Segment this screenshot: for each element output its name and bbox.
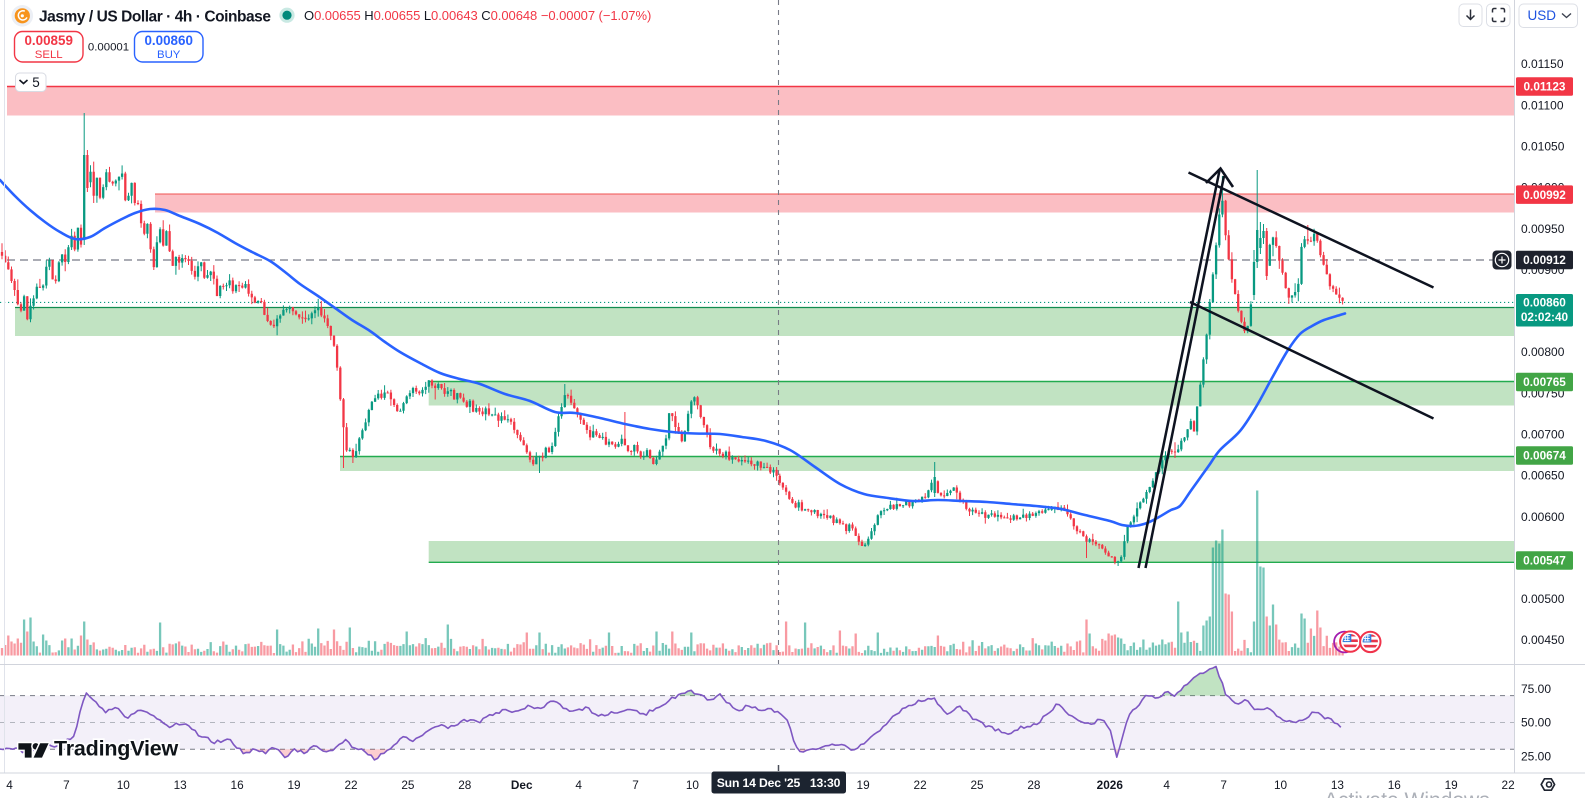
svg-text:4: 4 xyxy=(6,778,13,792)
svg-text:50.00: 50.00 xyxy=(1521,716,1551,730)
svg-text:0.00860: 0.00860 xyxy=(144,33,192,48)
svg-text:2026: 2026 xyxy=(1097,778,1124,792)
svg-text:22: 22 xyxy=(1502,778,1515,792)
svg-text:13: 13 xyxy=(174,778,188,792)
svg-text:0.00800: 0.00800 xyxy=(1521,345,1565,359)
svg-text:Sun 14 Dec '25 13:30: Sun 14 Dec '25 13:30 xyxy=(717,776,841,790)
svg-text:BUY: BUY xyxy=(157,49,181,61)
svg-text:28: 28 xyxy=(1027,778,1041,792)
svg-text:7: 7 xyxy=(63,778,70,792)
svg-text:Activate Windows: Activate Windows xyxy=(1324,789,1490,798)
svg-text:16: 16 xyxy=(231,778,245,792)
svg-text:TradingView: TradingView xyxy=(54,737,179,761)
svg-text:0.00950: 0.00950 xyxy=(1521,222,1565,236)
svg-text:19: 19 xyxy=(287,778,300,792)
svg-text:25: 25 xyxy=(401,778,415,792)
svg-text:4: 4 xyxy=(1163,778,1170,792)
svg-text:02:02:40: 02:02:40 xyxy=(1521,310,1569,324)
svg-text:SELL: SELL xyxy=(35,49,63,61)
svg-text:28: 28 xyxy=(458,778,472,792)
svg-text:10: 10 xyxy=(1274,778,1288,792)
svg-text:0.01100: 0.01100 xyxy=(1521,98,1564,112)
svg-text:0.00992: 0.00992 xyxy=(1523,188,1566,202)
svg-text:0.00859: 0.00859 xyxy=(24,33,72,48)
svg-text:0.01150: 0.01150 xyxy=(1521,57,1564,71)
svg-text:0.01123: 0.01123 xyxy=(1524,80,1566,94)
svg-text:75.00: 75.00 xyxy=(1521,682,1551,696)
svg-text:USD: USD xyxy=(1528,8,1557,23)
svg-text:0.00912: 0.00912 xyxy=(1523,253,1566,267)
svg-text:0.00765: 0.00765 xyxy=(1523,375,1566,389)
svg-text:0.00500: 0.00500 xyxy=(1521,592,1565,606)
svg-text:22: 22 xyxy=(914,778,927,792)
svg-text:19: 19 xyxy=(857,778,870,792)
svg-text:0.00860: 0.00860 xyxy=(1523,296,1566,310)
svg-text:7: 7 xyxy=(632,778,639,792)
svg-text:22: 22 xyxy=(344,778,357,792)
svg-text:Jasmy / US Dollar · 4h · Coinb: Jasmy / US Dollar · 4h · Coinbase xyxy=(39,9,271,26)
svg-text:16: 16 xyxy=(1388,778,1402,792)
svg-text:0.01050: 0.01050 xyxy=(1521,140,1565,154)
svg-text:10: 10 xyxy=(686,778,700,792)
svg-text:25.00: 25.00 xyxy=(1521,749,1551,763)
svg-text:0.00001: 0.00001 xyxy=(88,42,129,54)
svg-text:7: 7 xyxy=(1220,778,1227,792)
svg-text:0.00450: 0.00450 xyxy=(1521,633,1565,647)
svg-text:Dec: Dec xyxy=(511,778,533,792)
svg-text:0.00674: 0.00674 xyxy=(1523,449,1566,463)
svg-text:5: 5 xyxy=(32,75,40,90)
svg-text:0.00650: 0.00650 xyxy=(1521,469,1565,483)
svg-text:0.00547: 0.00547 xyxy=(1523,554,1566,568)
svg-text:0.00700: 0.00700 xyxy=(1521,428,1565,442)
svg-text:10: 10 xyxy=(117,778,131,792)
svg-text:0.00600: 0.00600 xyxy=(1521,510,1565,524)
svg-text:25: 25 xyxy=(970,778,984,792)
svg-text:19: 19 xyxy=(1445,778,1458,792)
svg-text:4: 4 xyxy=(575,778,582,792)
svg-text:O0.00655 H0.00655 L0.00643 C0.: O0.00655 H0.00655 L0.00643 C0.00648 −0.0… xyxy=(304,8,651,23)
svg-text:13: 13 xyxy=(1331,778,1345,792)
